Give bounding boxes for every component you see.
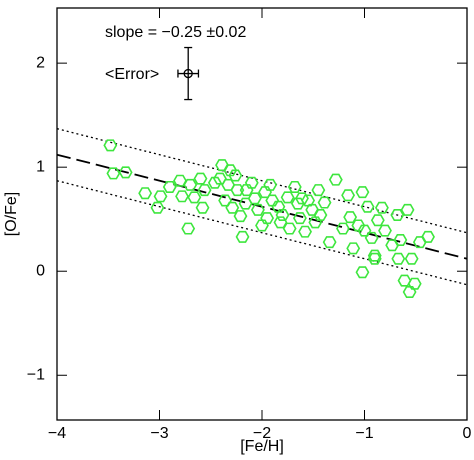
- data-point: [385, 239, 400, 252]
- data-point: [273, 216, 288, 229]
- data-point: [364, 231, 379, 244]
- data-point: [308, 216, 323, 229]
- data-point: [263, 178, 278, 191]
- data-point: [393, 234, 408, 247]
- data-point: [355, 186, 370, 199]
- data-point: [150, 201, 165, 214]
- data-point: [341, 189, 356, 202]
- data-point: [173, 174, 187, 187]
- data-point: [250, 203, 265, 216]
- y-tick-label: 0: [36, 262, 45, 279]
- data-point: [195, 201, 210, 214]
- data-point: [187, 191, 202, 204]
- data-point: [421, 230, 435, 243]
- data-point: [223, 164, 238, 177]
- data-point: [247, 192, 262, 205]
- data-point: [313, 209, 328, 222]
- data-point: [370, 214, 385, 227]
- data-point: [235, 230, 250, 243]
- data-point: [271, 200, 286, 213]
- data-point: [213, 172, 227, 185]
- data-point: [118, 166, 133, 179]
- data-point: [282, 222, 297, 235]
- data-point: [260, 212, 275, 225]
- data-point: [183, 178, 198, 191]
- data-point: [153, 190, 168, 203]
- x-tick-label: −3: [150, 425, 168, 442]
- data-point: [407, 277, 422, 290]
- data-point: [404, 252, 419, 265]
- data-point: [215, 159, 229, 172]
- data-point: [367, 249, 382, 262]
- data-point: [138, 187, 153, 200]
- data-point: [280, 191, 295, 204]
- error-label: <Error>: [105, 66, 159, 83]
- data-point: [106, 167, 121, 180]
- x-tick-label: −4: [48, 425, 66, 442]
- data-point: [287, 180, 302, 193]
- data-point: [295, 192, 309, 205]
- data-point: [225, 201, 240, 214]
- fit-line: [56, 180, 468, 286]
- data-point: [378, 224, 392, 237]
- data-point: [328, 173, 343, 186]
- data-point: [402, 286, 417, 299]
- data-point: [412, 236, 427, 249]
- data-point: [355, 266, 370, 279]
- y-axis-label: [O/Fe]: [3, 192, 20, 236]
- data-point: [390, 209, 405, 222]
- data-point: [317, 196, 332, 209]
- data-point: [244, 176, 259, 189]
- data-point: [255, 219, 269, 232]
- data-point: [336, 222, 350, 235]
- fit-line: [56, 128, 468, 234]
- x-tick-label: −1: [355, 425, 373, 442]
- data-point: [367, 252, 382, 265]
- data-point: [233, 210, 248, 223]
- data-point: [311, 184, 326, 197]
- y-tick-label: 2: [36, 54, 45, 71]
- data-point: [197, 184, 212, 197]
- error-point: [183, 68, 193, 79]
- data-point: [239, 184, 254, 197]
- data-point: [360, 200, 375, 213]
- data-point: [351, 219, 366, 232]
- data-point: [400, 203, 415, 216]
- x-tick-label: −2: [253, 425, 271, 442]
- data-point: [230, 184, 245, 197]
- data-point: [293, 212, 307, 225]
- data-point: [305, 203, 320, 216]
- data-point: [343, 211, 358, 224]
- data-point: [375, 201, 389, 214]
- data-point: [175, 190, 189, 203]
- data-point: [346, 242, 361, 255]
- data-point: [391, 252, 406, 265]
- data-point: [103, 139, 118, 152]
- x-axis-label: [Fe/H]: [240, 438, 284, 455]
- y-tick-label: −1: [27, 366, 45, 383]
- data-point: [193, 172, 208, 185]
- data-point: [290, 197, 305, 210]
- slope-annotation: slope = −0.25 ±0.02: [105, 24, 246, 41]
- data-point: [162, 180, 177, 193]
- data-point: [181, 222, 196, 235]
- data-point: [298, 225, 312, 238]
- data-point: [397, 274, 412, 287]
- x-tick-label: 0: [463, 425, 472, 442]
- data-point: [265, 194, 280, 207]
- data-point: [228, 169, 243, 182]
- data-point: [301, 194, 316, 207]
- data-point: [207, 176, 222, 189]
- y-tick-label: 1: [36, 158, 45, 175]
- data-point: [322, 236, 337, 249]
